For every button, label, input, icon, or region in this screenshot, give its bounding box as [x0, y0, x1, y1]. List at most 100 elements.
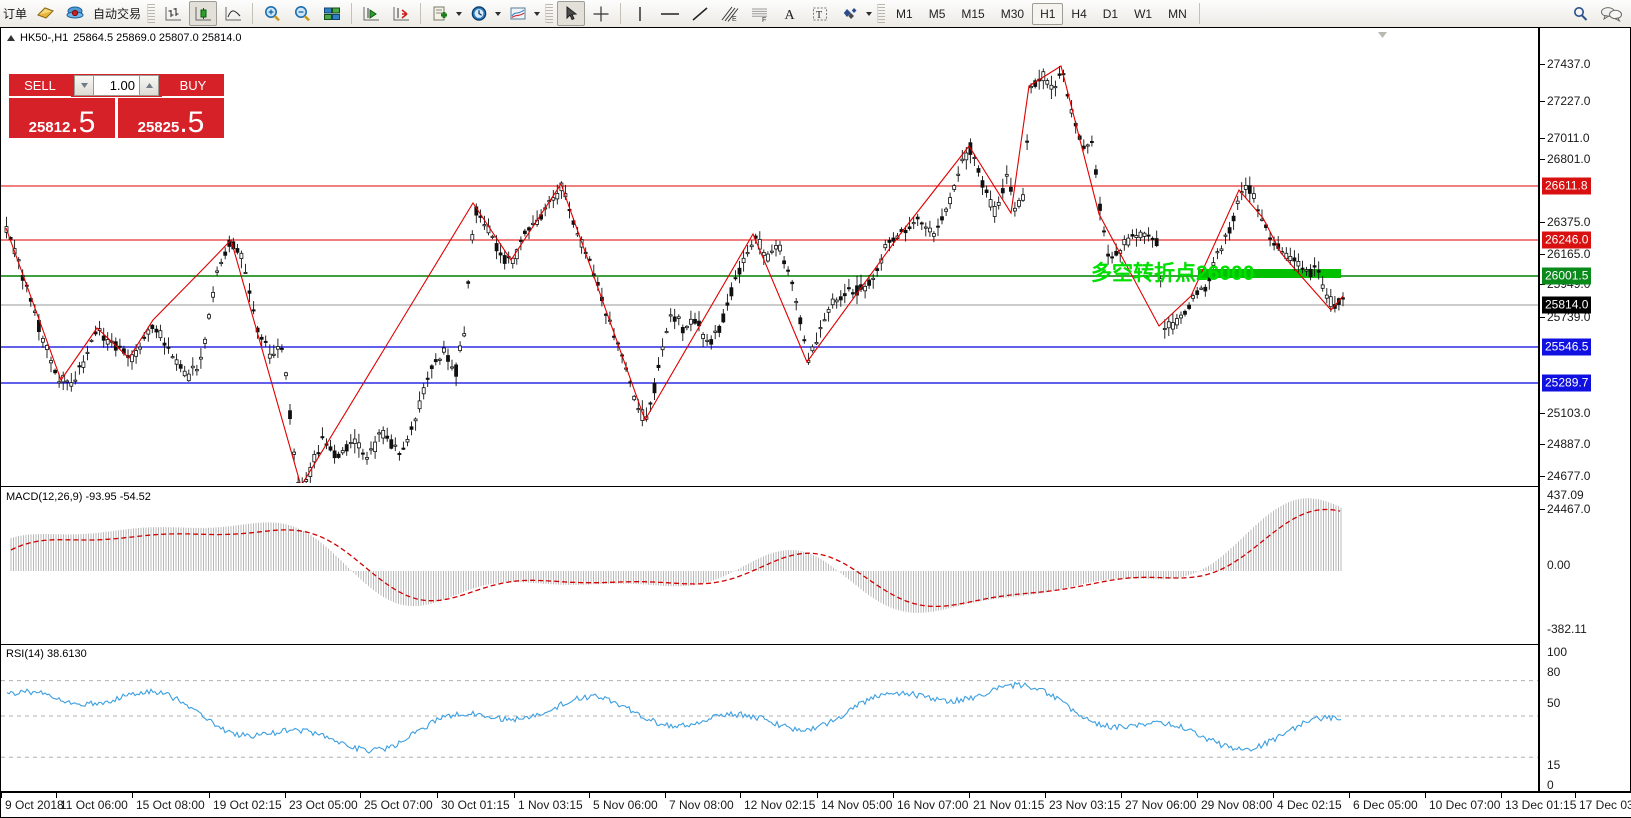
volume-input[interactable]: 1.00: [94, 75, 139, 96]
time-tick: [132, 793, 133, 798]
crosshair-icon[interactable]: [587, 1, 615, 26]
indicators-icon[interactable]: [426, 1, 454, 26]
price-level-badge-last-price[interactable]: 25814.0: [1542, 296, 1592, 314]
bar-chart-icon[interactable]: [159, 1, 187, 26]
price-tick: [1540, 476, 1545, 477]
timeframe-m30[interactable]: M30: [1000, 6, 1025, 21]
shapes-dropdown-caret[interactable]: [866, 11, 873, 16]
indicators-dropdown-caret[interactable]: [456, 11, 463, 16]
candlestick: [519, 239, 523, 242]
auto-scroll-icon[interactable]: [357, 1, 385, 26]
candlestick: [405, 438, 410, 443]
price-level-badge-support[interactable]: 25289.7: [1542, 374, 1592, 392]
new-order-label[interactable]: 订单: [3, 7, 28, 21]
price-scale[interactable]: 27437.0 27227.0 27011.0 26801.0 26375.0 26165…: [1538, 28, 1630, 792]
candlestick: [441, 347, 446, 353]
candlestick: [223, 251, 228, 256]
chart-window[interactable]: HK50-,H1 25864.5 25869.0 25807.0 25814.0…: [0, 27, 1631, 818]
candlestick: [1296, 260, 1301, 267]
timeframe-m15[interactable]: M15: [961, 6, 985, 21]
svg-text:T: T: [816, 10, 822, 21]
timeframe-d1[interactable]: D1: [1102, 6, 1119, 21]
vertical-line-icon[interactable]: [626, 1, 654, 26]
zoom-search-icon[interactable]: [1567, 1, 1595, 26]
price-level-badge-pivot[interactable]: 26001.5: [1542, 267, 1592, 285]
candlestick: [81, 361, 86, 368]
candlestick-chart-icon[interactable]: [189, 1, 218, 26]
candlestick: [397, 452, 402, 455]
volume-stepper[interactable]: 1.00: [71, 74, 162, 97]
sell-button[interactable]: SELL: [9, 74, 71, 97]
new-order-icon[interactable]: [31, 1, 59, 26]
time-scale[interactable]: 9 Oct 2018 11 Oct 06:00 15 Oct 08:00 19 Oct…: [1, 791, 1631, 817]
timeframe-m5[interactable]: M5: [928, 6, 946, 21]
templates-icon[interactable]: [504, 1, 532, 26]
time-tick: [1425, 793, 1426, 798]
timeframe-h4[interactable]: H4: [1071, 6, 1087, 21]
candlestick: [41, 337, 45, 343]
chart-shift-icon[interactable]: [318, 1, 346, 26]
candlestick: [332, 450, 337, 459]
chart-annotation-text: 多空转折点26000: [1091, 262, 1255, 285]
timeframe-w1[interactable]: W1: [1134, 6, 1153, 21]
volume-decrease-button[interactable]: [74, 75, 94, 96]
candlestick: [745, 251, 750, 255]
autotrade-icon[interactable]: [61, 1, 89, 26]
fibonacci-icon[interactable]: F: [746, 1, 774, 26]
timeframe-h1[interactable]: H1: [1032, 2, 1064, 25]
zoom-out-icon[interactable]: [288, 1, 316, 26]
chart-scroll-nub[interactable]: [1378, 30, 1387, 38]
shapes-icon[interactable]: [836, 1, 864, 26]
collapse-triangle-icon[interactable]: [7, 35, 15, 41]
cursor-icon[interactable]: [557, 1, 586, 26]
toolbar-gripper-2[interactable]: [545, 4, 554, 23]
candlestick: [940, 216, 944, 221]
candlestick: [1187, 304, 1191, 309]
one-click-trading-panel[interactable]: SELL 1.00 BUY 25812.5 25825.5: [9, 74, 224, 138]
chart-shift-end-icon[interactable]: [387, 1, 415, 26]
volume-increase-button[interactable]: [139, 75, 159, 96]
templates-dropdown-caret[interactable]: [534, 11, 541, 16]
autotrade-label[interactable]: 自动交易: [93, 7, 142, 21]
rsi-pane[interactable]: [1, 644, 1538, 791]
zigzag-trendline: [5, 65, 1344, 483]
buy-button[interactable]: BUY: [162, 74, 224, 97]
trade-panel-top-row: SELL 1.00 BUY: [9, 74, 224, 97]
candlestick: [1203, 286, 1208, 292]
chat-icon[interactable]: [1597, 1, 1625, 26]
timeframe-mn[interactable]: MN: [1168, 6, 1187, 21]
ask-price[interactable]: 25825.5: [118, 98, 224, 138]
zoom-in-icon[interactable]: [258, 1, 286, 26]
candlestick: [1065, 94, 1070, 97]
price-tick: [1540, 222, 1545, 223]
price-pane[interactable]: [1, 28, 1538, 483]
price-level-badge-resistance[interactable]: 26246.0: [1542, 231, 1592, 249]
candlestick: [907, 226, 912, 229]
equidistant-channel-icon[interactable]: E: [716, 1, 744, 26]
toolbar-gripper[interactable]: [147, 4, 156, 23]
candlestick: [190, 365, 195, 369]
price-tick: [1540, 317, 1545, 318]
time-tick: [1, 793, 2, 798]
text-icon[interactable]: A: [776, 1, 804, 26]
macd-pane[interactable]: [1, 486, 1538, 641]
candlestick: [1102, 230, 1106, 233]
horizontal-line-icon[interactable]: [656, 1, 684, 26]
toolbar-gripper-3[interactable]: [877, 4, 886, 23]
text-label-icon[interactable]: T: [806, 1, 834, 26]
candlestick: [1195, 290, 1200, 295]
period-dropdown-caret[interactable]: [495, 11, 502, 16]
candlestick: [235, 248, 240, 253]
svg-text:E: E: [732, 16, 737, 23]
timeframe-m1[interactable]: M1: [896, 6, 913, 21]
bid-price[interactable]: 25812.5: [9, 98, 115, 138]
trendline-icon[interactable]: [686, 1, 714, 26]
candlestick: [668, 314, 673, 317]
candlestick: [1134, 235, 1139, 238]
candlestick: [1320, 284, 1325, 289]
line-chart-icon[interactable]: [219, 1, 247, 26]
period-icon[interactable]: [465, 1, 493, 26]
price-level-badge-resistance[interactable]: 26611.8: [1542, 177, 1591, 195]
price-level-badge-support[interactable]: 25546.5: [1542, 338, 1592, 356]
candlestick: [919, 222, 924, 225]
